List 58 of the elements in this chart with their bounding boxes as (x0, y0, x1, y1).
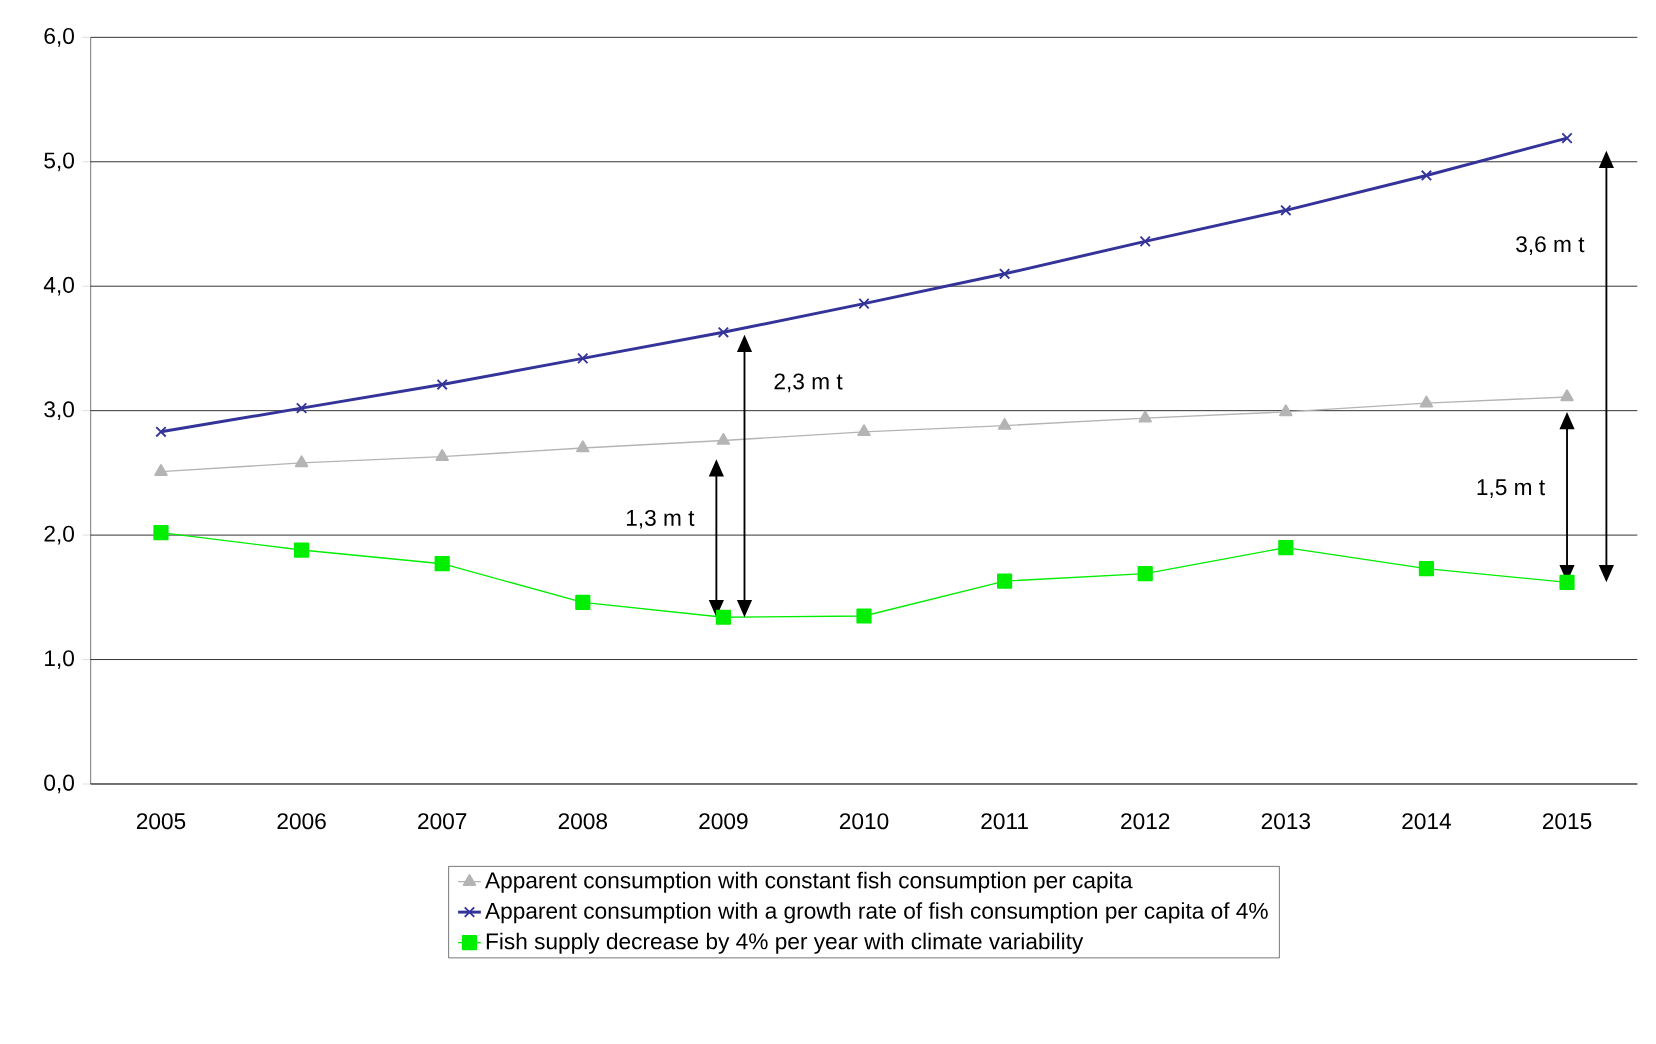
annotation: 1,3 m t (626, 509, 695, 529)
y-tick-label: 6,0 (44, 27, 74, 47)
legend-label: Fish supply decrease by 4% per year with climate variability (486, 932, 1084, 954)
x-tick-label: 2015 (1542, 813, 1592, 830)
y-tick-label: 0,0 (44, 774, 74, 794)
point (857, 424, 871, 437)
x-tick-label: 2014 (1402, 813, 1451, 830)
y-tick-label: 1,0 (45, 650, 74, 669)
point (715, 609, 731, 625)
point (293, 542, 310, 558)
point (1137, 566, 1153, 582)
x-tick-label: 2007 (418, 813, 467, 830)
point (577, 352, 589, 365)
point (1559, 574, 1575, 590)
point (1561, 132, 1573, 144)
point (153, 525, 169, 541)
point (1138, 410, 1152, 423)
point (1139, 235, 1151, 248)
point (997, 417, 1012, 430)
point (155, 426, 167, 438)
point (436, 378, 448, 391)
x-tick-label: 2010 (839, 813, 889, 830)
y-tick-label: 4,0 (43, 276, 74, 296)
point (295, 402, 308, 414)
x-tick-label: 2008 (558, 813, 608, 830)
y-tick-label: 5,0 (44, 152, 74, 172)
point (716, 432, 731, 445)
annotation: 2,3 m t (774, 373, 843, 393)
point (856, 608, 872, 624)
point (1560, 389, 1574, 402)
point (858, 297, 870, 310)
point (998, 268, 1011, 280)
legend-label: Apparent consumption with constant fish consumption per capita (485, 871, 1133, 893)
x-tick-label: 2013 (1261, 813, 1311, 830)
point (154, 464, 168, 476)
point (434, 556, 450, 572)
point (294, 455, 309, 468)
y-tick-label: 2,0 (44, 525, 74, 545)
point (435, 449, 449, 461)
x-tick-label: 2011 (981, 813, 1028, 830)
point (1420, 169, 1433, 182)
point (1279, 404, 1293, 417)
legend-label: Apparent consumption with a growth rate of fish consumption per capita of 4% (485, 902, 1268, 924)
x-tick-label: 2006 (277, 813, 326, 830)
x-tick-label: 2012 (1121, 813, 1170, 830)
annotation: 3,6 m t (1516, 236, 1585, 255)
point (1418, 561, 1435, 577)
y-tick-label: 3,0 (44, 401, 74, 421)
point (717, 326, 730, 338)
x-tick-label: 2009 (699, 813, 748, 830)
point (576, 440, 590, 453)
point (1419, 395, 1434, 408)
point (1280, 204, 1292, 216)
point (575, 594, 591, 610)
annotation: 1,5 m t (1477, 479, 1545, 498)
point (997, 573, 1013, 589)
point (1278, 539, 1294, 556)
x-tick-label: 2005 (136, 813, 186, 830)
